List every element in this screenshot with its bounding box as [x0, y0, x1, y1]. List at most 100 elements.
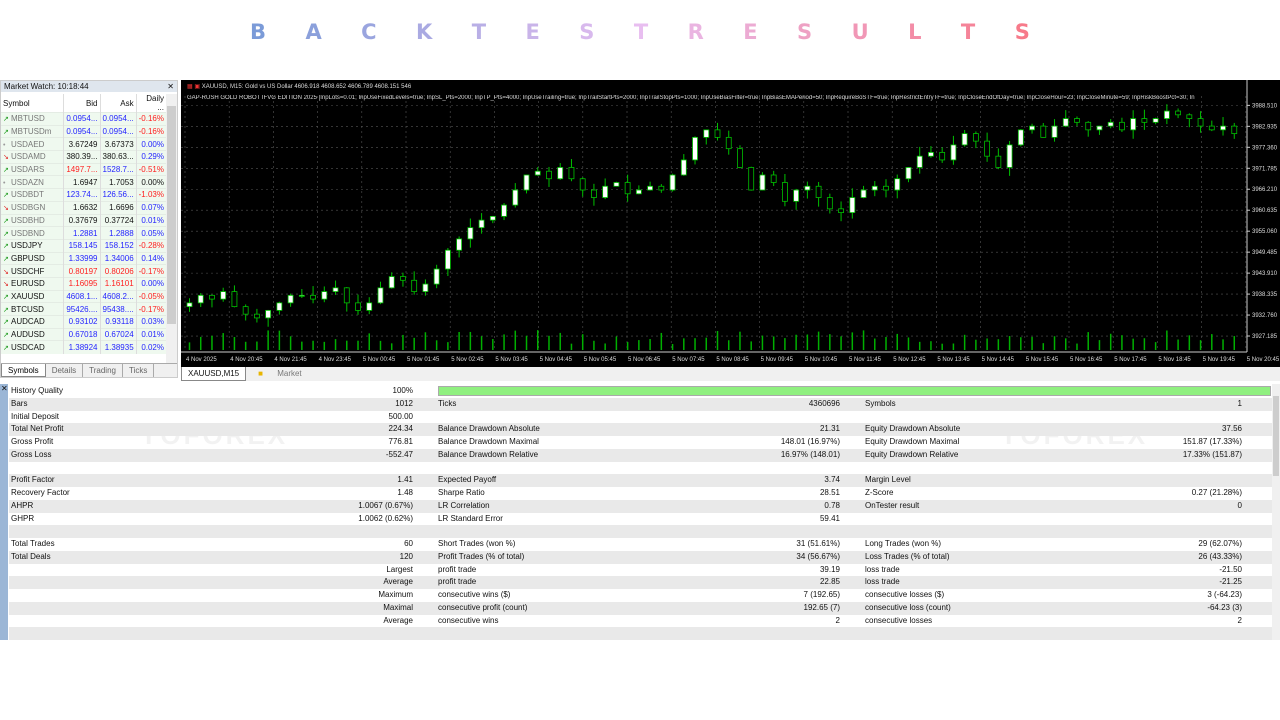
- time-label: 5 Nov 17:45: [1114, 357, 1147, 363]
- candle: [950, 144, 957, 161]
- tab-trading[interactable]: Trading: [83, 364, 123, 377]
- ask-cell: 126.56...: [100, 188, 137, 202]
- bid-cell: 3.67249: [63, 137, 101, 151]
- bid-cell: 1.38924: [63, 340, 101, 354]
- candle: [1231, 125, 1238, 135]
- candle: [1220, 125, 1226, 131]
- symbol-row[interactable]: ↗ USDARS 1497.7... 1528.7... -0.51%: [1, 162, 168, 176]
- symbol-row[interactable]: ↗ GBPUSD 1.33999 1.34006 0.14%: [1, 251, 168, 265]
- stat-label: Loss Trades (% of total): [865, 551, 950, 561]
- arrow-up-icon: ↗: [3, 306, 9, 314]
- tab-market[interactable]: ■ Market: [246, 367, 314, 381]
- time-label: 5 Nov 18:45: [1158, 357, 1191, 363]
- title-letter: U: [851, 20, 869, 44]
- stat-value: 26 (43.33%): [1198, 551, 1242, 561]
- time-label: 5 Nov 00:45: [363, 357, 396, 363]
- stat-label: [840, 411, 1040, 424]
- time-label: 5 Nov 10:45: [805, 357, 838, 363]
- tab-symbols[interactable]: Symbols: [1, 364, 46, 377]
- result-row: Gross Profit 776.81 Balance Drawdown Maxim…: [9, 436, 1272, 449]
- candle: [265, 309, 272, 319]
- symbol-cell: ↗ USDARS: [1, 162, 65, 176]
- symbol-row[interactable]: ↗ MBTUSD 0.0954... 0.0954... -0.16%: [1, 112, 168, 126]
- candlestick-chart[interactable]: 4 Nov 2025 4 Nov 20:45 4 Nov 21:45 4 Nov 23…: [181, 80, 1280, 367]
- candle: [489, 215, 496, 221]
- bid-cell: 1.33999: [63, 251, 101, 265]
- stat-label: [413, 525, 613, 538]
- close-icon[interactable]: ✕: [167, 82, 174, 91]
- scrollbar[interactable]: [166, 94, 177, 364]
- stat-value: [159, 627, 413, 640]
- symbol-row[interactable]: ↘ EURUSD 1.16095 1.16101 0.00%: [1, 276, 168, 291]
- stat-value: 21.31: [819, 424, 840, 434]
- stat-label: Margin Level: [865, 475, 911, 485]
- candle: [928, 152, 934, 157]
- close-icon[interactable]: ✕: [1, 384, 8, 393]
- stat-label: Equity Drawdown Relative: [865, 449, 959, 459]
- candle: [546, 170, 552, 180]
- candle: [883, 185, 889, 191]
- time-label: 5 Nov 13:45: [937, 357, 970, 363]
- stat-label: consecutive wins ($): [438, 590, 511, 599]
- stat-label: [9, 462, 159, 475]
- stat-label: Recovery Factor: [11, 488, 70, 497]
- symbol-name: USDBHD: [11, 215, 45, 225]
- symbol-cell: ↘ USDCHF: [1, 264, 65, 278]
- symbol-row[interactable]: ↗ USDJPY 158.145 158.152 -0.28%: [1, 238, 168, 253]
- symbol-row[interactable]: ↗ AUDUSD 0.67018 0.67024 0.01%: [1, 327, 168, 341]
- title-letter: T: [960, 20, 976, 44]
- daily-change-cell: 0.02%: [136, 340, 168, 354]
- candle: [624, 182, 631, 195]
- tab-details[interactable]: Details: [46, 364, 84, 377]
- stat-value: Average: [383, 615, 413, 625]
- column-header[interactable]: Daily ...: [136, 94, 168, 113]
- symbol-name: USDBGN: [11, 203, 46, 213]
- chart-header: ▦ ▣ XAUUSD, M15: Gold vs US Dollar 4606.…: [187, 83, 411, 90]
- candle: [1130, 118, 1137, 131]
- symbol-row[interactable]: ↘ USDAMD 380.39... 380.63... 0.29%: [1, 150, 168, 164]
- stat-value: 0.78: [824, 500, 840, 510]
- symbol-row[interactable]: ↗ USDCAD 1.38924 1.38935 0.02%: [1, 340, 168, 354]
- symbol-row[interactable]: ↘ USDCHF 0.80197 0.80206 -0.17%: [1, 264, 168, 278]
- stat-value: 3 (-64.23): [1207, 590, 1242, 599]
- result-row: Average profit trade 22.85 loss trade -21.25: [9, 576, 1272, 589]
- stat-value: 17.33% (151.87): [1182, 449, 1242, 459]
- symbol-row[interactable]: ↗ MBTUSDm 0.0954... 0.0954... -0.16%: [1, 124, 168, 138]
- candle: [591, 189, 597, 198]
- symbol-row[interactable]: ↗ XAUUSD 4608.1... 4608.2... -0.05%: [1, 289, 168, 303]
- ask-cell: 1528.7...: [100, 162, 137, 176]
- tab-ticks[interactable]: Ticks: [123, 364, 155, 377]
- symbol-cell: • USDAED: [1, 137, 65, 151]
- time-label: 5 Nov 12:45: [893, 357, 926, 363]
- result-row: Total Net Profit 224.34 Balance Drawdown A…: [9, 423, 1272, 436]
- candle: [444, 249, 451, 270]
- stat-label: [9, 602, 159, 615]
- symbol-row[interactable]: ↗ USDBDT 123.74... 126.56... -1.03%: [1, 188, 168, 202]
- column-header[interactable]: Ask: [100, 94, 137, 113]
- symbol-row[interactable]: • USDAZN 1.6947 1.7053 0.00%: [1, 175, 168, 189]
- price-chart[interactable]: 4 Nov 2025 4 Nov 20:45 4 Nov 21:45 4 Nov 23…: [181, 80, 1280, 367]
- symbol-row[interactable]: • USDAED 3.67249 3.67373 0.00%: [1, 137, 168, 151]
- symbol-row[interactable]: ↗ USDBND 1.2881 1.2888 0.05%: [1, 226, 168, 240]
- symbol-row[interactable]: ↗ USDBHD 0.37679 0.37724 0.01%: [1, 213, 168, 227]
- tab-xauusd-m15[interactable]: XAUUSD,M15: [181, 367, 247, 381]
- stat-value: 16.97% (148.01): [780, 449, 840, 459]
- candle: [916, 155, 923, 168]
- bid-cell: 0.0954...: [63, 124, 101, 138]
- candle: [321, 291, 328, 300]
- symbol-name: EURUSD: [11, 279, 45, 289]
- column-header[interactable]: Bid: [63, 94, 101, 113]
- column-header[interactable]: Symbol: [1, 94, 65, 113]
- symbol-row[interactable]: ↘ USDBGN 1.6632 1.6696 0.07%: [1, 200, 168, 214]
- scrollbar[interactable]: [1272, 384, 1280, 640]
- candle: [355, 302, 361, 311]
- symbol-row[interactable]: ↗ AUDCAD 0.93102 0.93118 0.03%: [1, 315, 168, 329]
- candle: [613, 182, 620, 187]
- time-label: 5 Nov 04:45: [540, 357, 573, 363]
- price-label: 3988.510: [1252, 103, 1278, 109]
- stat-value: 151.87 (17.33%): [1182, 437, 1242, 446]
- stat-label: Symbols: [865, 398, 896, 408]
- market-watch-panel: Market Watch: 10:18:44 ✕ Symbol Bid Ask Dail…: [0, 80, 178, 378]
- symbol-row[interactable]: ↗ BTCUSD 95426.... 95438.... -0.17%: [1, 302, 168, 316]
- candle: [894, 178, 901, 191]
